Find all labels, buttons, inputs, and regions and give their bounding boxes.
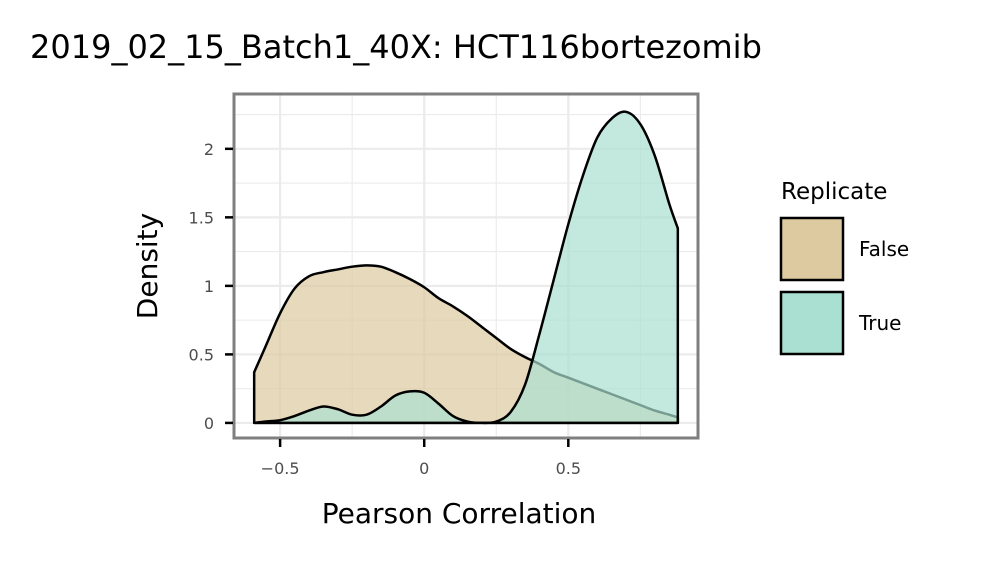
y-tick-label: 0.5 — [189, 345, 214, 364]
legend-swatch-false — [779, 216, 845, 282]
y-tick-label: 2 — [204, 140, 214, 159]
y-axis-title: Density — [131, 213, 164, 319]
legend-label-true: True — [858, 311, 901, 335]
x-tick-label: 0.5 — [556, 459, 581, 478]
chart-title: 2019_02_15_Batch1_40X: HCT116bortezomib — [30, 28, 762, 66]
y-tick-label: 0 — [204, 414, 214, 433]
y-tick-label: 1.5 — [189, 208, 214, 227]
plot-area: −0.5 0 0.5 0 0.5 1 1.5 2 — [189, 92, 700, 478]
x-axis-title: Pearson Correlation — [322, 497, 597, 530]
y-tick-label: 1 — [204, 277, 214, 296]
legend-label-false: False — [859, 237, 909, 261]
density-area-true — [252, 110, 680, 425]
legend-swatch-true — [779, 290, 845, 356]
x-tick-label: 0 — [419, 459, 429, 478]
legend-title: Replicate — [781, 179, 887, 205]
x-tick-label: −0.5 — [261, 459, 300, 478]
plot-border — [232, 92, 700, 440]
density-areas — [252, 110, 680, 425]
axis-ticks: −0.5 0 0.5 0 0.5 1 1.5 2 — [189, 140, 581, 478]
legend: Replicate False True — [779, 179, 909, 356]
